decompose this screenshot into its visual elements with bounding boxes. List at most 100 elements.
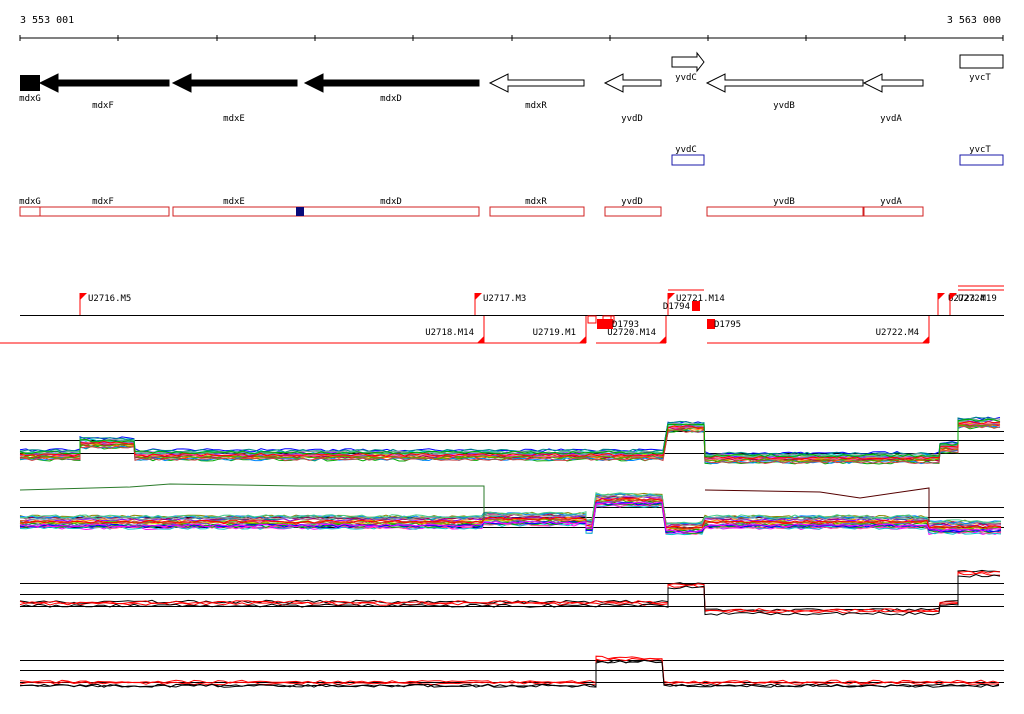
downshift-d1793[interactable]: D1793 xyxy=(597,319,639,330)
expression-trace xyxy=(19,483,485,520)
gene-track: mdxG mdxF mdxE mdxD mdxR yvdD yvdC yvdB yvdA yvcT xyxy=(19,51,1004,124)
cds-yvdb[interactable]: yvdB xyxy=(706,197,864,217)
gene-yvct[interactable]: yvcT xyxy=(959,54,1004,83)
cds-label: mdxE xyxy=(223,197,245,207)
blue-gene-track: yvdC yvcT xyxy=(671,145,1004,166)
blue-gene-box[interactable] xyxy=(671,154,705,166)
expression-trace xyxy=(19,570,1001,613)
gene-yvdc[interactable]: yvdC xyxy=(671,51,705,83)
tu-u2719-m1[interactable]: U2719.M1 xyxy=(484,316,587,344)
gene-arrow[interactable] xyxy=(862,73,924,93)
tu-label: U2718.M14 xyxy=(425,328,474,338)
expression-trace xyxy=(19,659,1000,688)
gene-mdxr[interactable]: mdxR xyxy=(488,73,585,111)
ruler-ticks xyxy=(19,35,1004,41)
downshift-label: D1795 xyxy=(714,320,741,330)
cds-box[interactable] xyxy=(604,206,662,217)
tu-label: U2717.M3 xyxy=(483,294,526,304)
gene-mdxd[interactable]: mdxD xyxy=(303,73,480,104)
tu-label: U2722.M4 xyxy=(876,328,919,338)
gene-label: mdxR xyxy=(525,101,547,111)
gene-mdxe[interactable]: mdxE xyxy=(171,73,298,124)
gene-arrow[interactable] xyxy=(20,75,40,91)
cds-mdxe[interactable]: mdxE xyxy=(172,197,480,217)
cds-label: yvdB xyxy=(773,197,795,207)
cds-yvdd[interactable]: yvdD xyxy=(604,197,662,217)
tu-u2724[interactable]: U2724 xyxy=(949,289,1004,315)
gene-label: yvdC xyxy=(675,73,697,83)
cds-box[interactable] xyxy=(489,206,585,217)
cds-mdxf[interactable]: mdxF xyxy=(39,197,170,217)
cds-box[interactable] xyxy=(39,206,170,217)
downshift-d1794[interactable]: D1794 xyxy=(663,301,700,312)
gene-mdxf[interactable]: mdxF xyxy=(38,73,170,111)
cds-track: mdxG mdxF mdxE mdxD mdxR yvdD yvdB yvdA xyxy=(19,197,924,217)
tu-flag[interactable] xyxy=(475,293,482,300)
downshift-d1795[interactable]: D1795 xyxy=(707,319,741,330)
gene-arrow[interactable] xyxy=(959,54,1004,69)
gene-arrow[interactable] xyxy=(38,73,170,93)
gene-arrow[interactable] xyxy=(705,73,864,93)
blue-gene-box[interactable] xyxy=(959,154,1004,166)
blue-gene-label: yvcT xyxy=(969,145,991,155)
expression-panel-3 xyxy=(19,569,1004,616)
tu-flag[interactable] xyxy=(950,293,957,300)
gene-yvdd[interactable]: yvdD xyxy=(603,73,662,124)
cds-yvda[interactable]: yvdA xyxy=(863,197,924,217)
cds-mdxd[interactable]: mdxD xyxy=(380,197,402,207)
gene-yvdb[interactable]: yvdB xyxy=(705,73,864,111)
tu-flag[interactable] xyxy=(80,293,87,300)
expression-trace xyxy=(19,657,1000,686)
cds-box[interactable] xyxy=(19,206,41,217)
tu-flag[interactable] xyxy=(659,336,666,343)
tu-label: U2720.M14 xyxy=(607,328,656,338)
blue-gene-yvdc[interactable]: yvdC xyxy=(671,145,705,166)
tu-label: U2719.M1 xyxy=(533,328,576,338)
ruler-start-label: 3 553 001 xyxy=(20,15,74,26)
cds-label: mdxF xyxy=(92,197,114,207)
expression-panel-2 xyxy=(19,483,1004,536)
tu-flag[interactable] xyxy=(579,336,586,343)
tu-u2718-m14[interactable]: U2718.M14 xyxy=(0,316,485,344)
cds-box[interactable] xyxy=(863,206,924,217)
cds-mdxg[interactable]: mdxG xyxy=(19,197,41,217)
cds-label: yvdA xyxy=(880,197,902,207)
blue-gene-yvct[interactable]: yvcT xyxy=(959,145,1004,166)
expression-trace xyxy=(19,420,1001,460)
cds-box[interactable] xyxy=(706,206,864,217)
gene-label: mdxD xyxy=(380,94,402,104)
tu-flag[interactable] xyxy=(668,293,675,300)
cds-box[interactable] xyxy=(172,206,480,217)
gene-mdxg[interactable]: mdxG xyxy=(19,75,41,104)
gene-yvda[interactable]: yvdA xyxy=(862,73,924,124)
cds-mdxr[interactable]: mdxR xyxy=(489,197,585,217)
cds-blue-marker xyxy=(296,207,304,216)
gene-arrow[interactable] xyxy=(171,73,298,93)
downshift-marker[interactable] xyxy=(692,301,700,311)
cds-label: yvdD xyxy=(621,197,643,207)
tu-flag[interactable] xyxy=(922,336,929,343)
gene-arrow[interactable] xyxy=(488,73,585,93)
gene-arrow[interactable] xyxy=(603,73,662,93)
tu-u2716-m5[interactable]: U2716.M5 xyxy=(79,293,131,315)
tu-u2721-m14[interactable]: U2721.M14 xyxy=(667,289,725,315)
expression-trace xyxy=(19,416,1001,456)
expression-trace xyxy=(19,498,1002,529)
expression-trace xyxy=(19,492,1002,525)
tu-flag[interactable] xyxy=(938,293,945,300)
downshift-marker[interactable] xyxy=(707,319,715,329)
tu-label: U2721.M14 xyxy=(676,294,725,304)
tu-u2722-m4[interactable]: U2722.M4 xyxy=(707,316,930,344)
downshift-marker[interactable] xyxy=(597,319,613,329)
tu-u2717-m3[interactable]: U2717.M3 xyxy=(474,293,526,315)
expression-trace xyxy=(19,503,1002,536)
tu-u2723-m19[interactable]: U2723.M19 xyxy=(937,285,1004,315)
gene-arrow[interactable] xyxy=(671,51,705,73)
cds-label: mdxR xyxy=(525,197,547,207)
gene-arrow[interactable] xyxy=(303,73,480,93)
tu-u2720-m14[interactable]: U2720.M14 xyxy=(596,316,667,344)
tu-flag[interactable] xyxy=(477,336,484,343)
expression-trace xyxy=(19,655,1000,684)
